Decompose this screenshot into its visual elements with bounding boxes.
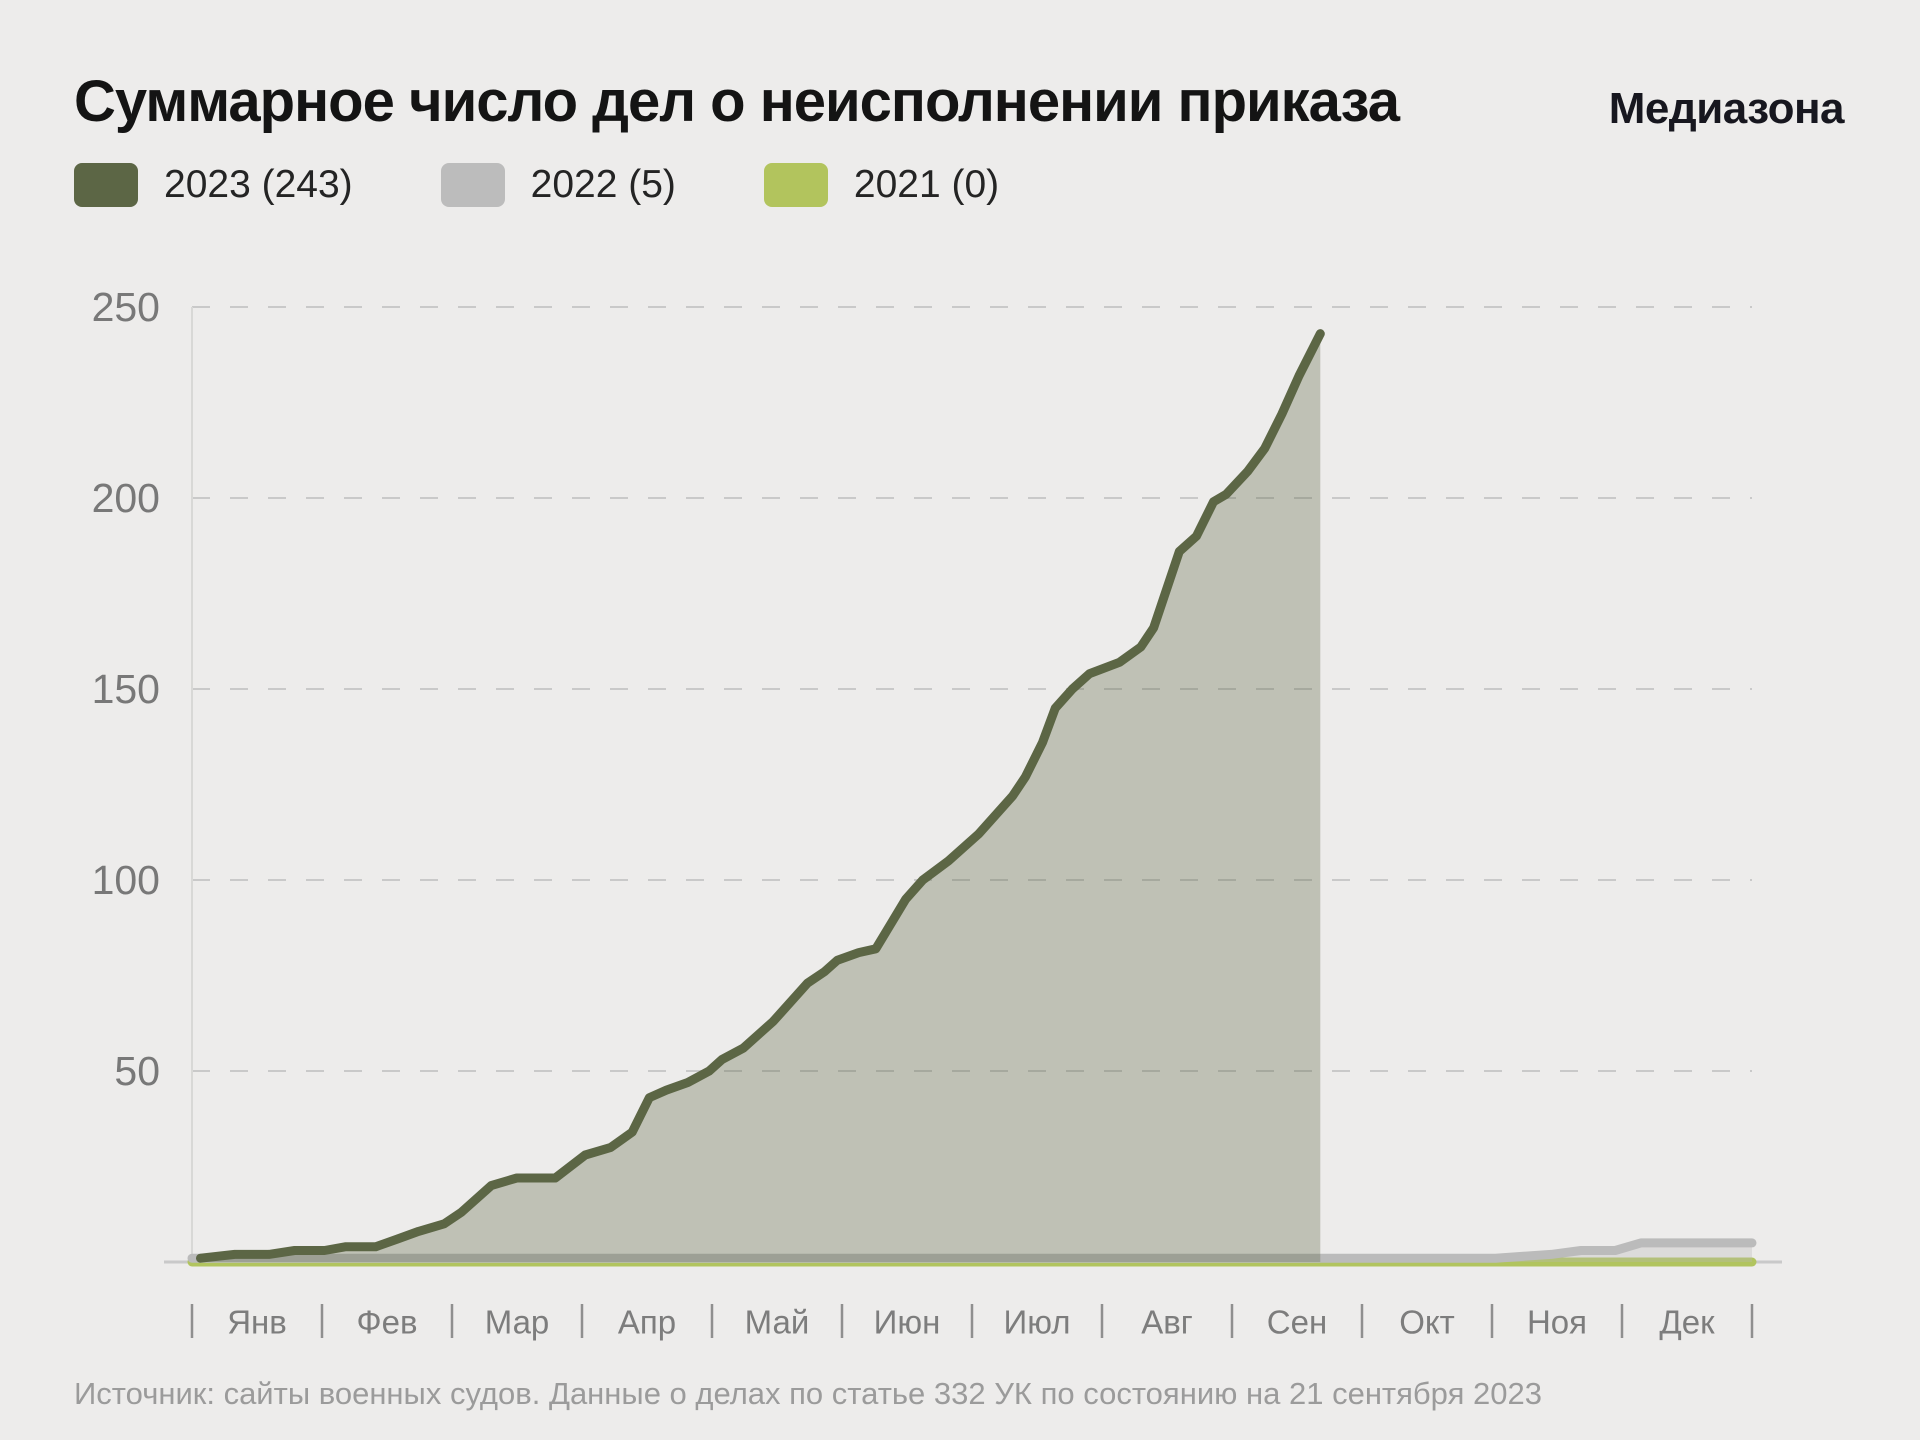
legend-label: 2023 (243) [164, 163, 353, 206]
x-axis-label-Июл: Июл [1004, 1304, 1071, 1341]
legend-item-2022[interactable]: 2022 (5) [440, 163, 676, 207]
page-title: Суммарное число дел о неисполнении прика… [74, 69, 1400, 134]
area-2023 [200, 333, 1321, 1262]
source-note: Источник: сайты военных судов. Данные о … [74, 1376, 1542, 1411]
legend-item-2023[interactable]: 2023 (243) [74, 163, 353, 207]
legend-swatch-2023 [74, 163, 138, 207]
line-2023 [196, 329, 1325, 1263]
x-axis-label-Май: Май [745, 1304, 810, 1341]
x-axis-label-Дек: Дек [1659, 1304, 1715, 1341]
y-axis-label-50: 50 [114, 1048, 160, 1094]
x-axis-label-Фев: Фев [357, 1304, 418, 1341]
x-axis-label-Окт: Окт [1399, 1304, 1455, 1341]
y-axis-label-150: 150 [92, 666, 160, 712]
x-axis-label-Ноя: Ноя [1527, 1304, 1587, 1341]
y-axis-label-200: 200 [92, 475, 160, 521]
legend-item-2021[interactable]: 2021 (0) [763, 163, 1000, 207]
x-axis-label-Сен: Сен [1267, 1304, 1327, 1341]
x-axis-label-Июн: Июн [874, 1304, 941, 1341]
legend-label: 2022 (5) [530, 163, 676, 206]
brand-logo: Медиазона [1608, 84, 1845, 133]
x-axis-label-Янв: Янв [227, 1304, 287, 1341]
line-2022 [187, 1238, 1757, 1263]
legend-swatch-2022 [440, 163, 505, 207]
x-axis-label-Авг: Авг [1141, 1304, 1193, 1341]
legend-swatch-2021 [763, 163, 828, 207]
y-axis-label-100: 100 [92, 857, 160, 903]
y-axis-label-250: 250 [92, 284, 160, 330]
x-axis-label-Мар: Мар [485, 1304, 550, 1341]
x-axis-label-Апр: Апр [618, 1304, 676, 1341]
legend-label: 2021 (0) [853, 163, 1000, 206]
legend: 2023 (243) 2022 (5) 2021 (0) [74, 162, 1087, 208]
